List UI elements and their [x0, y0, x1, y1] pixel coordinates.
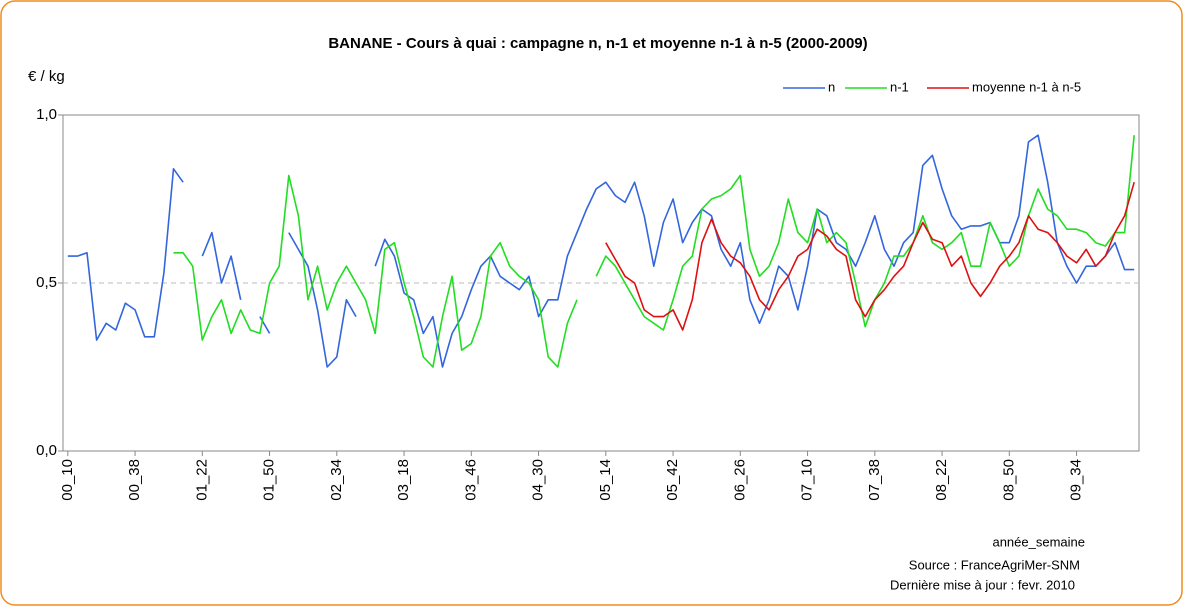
- x-tick-label: 07_38: [866, 459, 883, 501]
- legend-label: moyenne n-1 à n-5: [972, 79, 1081, 94]
- x-tick-label: 02_34: [328, 459, 345, 501]
- y-axis-label: € / kg: [28, 68, 65, 85]
- x-tick-label: 05_14: [597, 459, 614, 501]
- series-line: [173, 135, 1135, 368]
- x-tick-label: 01_22: [193, 459, 210, 501]
- x-tick-label: 09_34: [1068, 459, 1085, 501]
- y-tick-label: 1,0: [36, 106, 57, 123]
- x-tick-label: 08_50: [1000, 459, 1017, 501]
- x-tick-label: 03_18: [395, 459, 412, 501]
- x-tick-label: 05_42: [664, 459, 681, 501]
- x-tick-label: 01_50: [261, 459, 278, 501]
- legend-label: n: [828, 79, 835, 94]
- series-line: [67, 134, 1135, 368]
- x-tick-label: 00_38: [126, 459, 143, 501]
- y-tick-label: 0,5: [36, 274, 57, 291]
- x-tick-label: 03_46: [462, 459, 479, 501]
- y-tick-label: 0,0: [36, 442, 57, 459]
- update-note: Dernière mise à jour : fevr. 2010: [890, 577, 1075, 592]
- x-axis-label: année_semaine: [992, 534, 1085, 549]
- x-tick-label: 07_10: [799, 459, 816, 501]
- series-line: [605, 181, 1135, 331]
- source-note: Source : FranceAgriMer-SNM: [909, 557, 1080, 572]
- x-tick-label: 00_10: [59, 459, 76, 501]
- x-tick-label: 08_22: [933, 459, 950, 501]
- x-tick-label: 06_26: [731, 459, 748, 501]
- legend-label: n-1: [890, 79, 909, 94]
- x-tick-label: 04_30: [530, 459, 547, 501]
- chart-title: BANANE - Cours à quai : campagne n, n-1 …: [328, 35, 867, 52]
